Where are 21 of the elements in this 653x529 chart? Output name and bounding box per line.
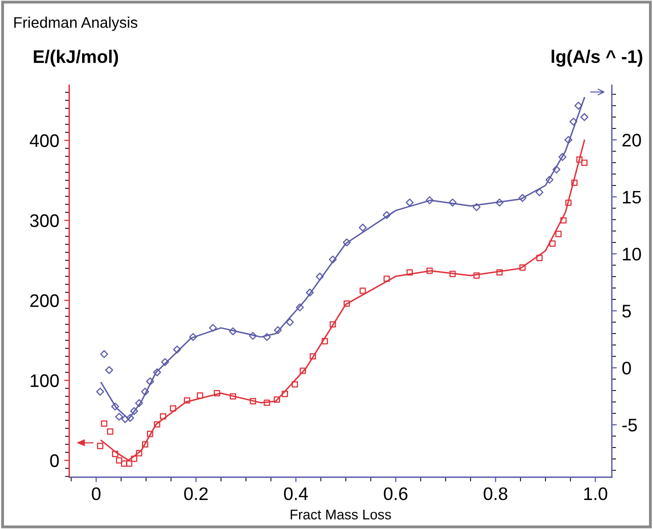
- y2-tick-label: 0: [622, 362, 631, 374]
- y-tick-label: 0: [50, 454, 59, 468]
- x-tick-label: 0.8: [484, 487, 508, 500]
- y-tick-label: 100: [30, 374, 59, 388]
- y-tick-label: 200: [30, 294, 59, 308]
- y2-tick-label: 20: [622, 134, 641, 147]
- x-tick-label: 0.2: [184, 487, 208, 500]
- x-tick-label: 0.6: [384, 487, 408, 500]
- y2-axis-title: lg(A/s ^ -1): [552, 50, 642, 67]
- y2-tick-label: -5: [622, 418, 637, 432]
- y2-tick-label: 15: [622, 190, 641, 204]
- y-tick-label: 300: [30, 214, 59, 228]
- x-axis-title: Fract Mass Loss: [290, 510, 391, 520]
- y-tick-label: 400: [30, 134, 59, 148]
- y2-tick-label: 5: [622, 304, 631, 318]
- y2-tick-label: 10: [622, 248, 641, 261]
- chart-title: Friedman Analysis: [14, 16, 138, 31]
- y-axis-title: E/(kJ/mol): [34, 50, 118, 67]
- x-tick-label: 1.0: [584, 487, 608, 500]
- x-tick-label: 0: [92, 487, 100, 500]
- x-tick-label: 0.4: [284, 487, 308, 500]
